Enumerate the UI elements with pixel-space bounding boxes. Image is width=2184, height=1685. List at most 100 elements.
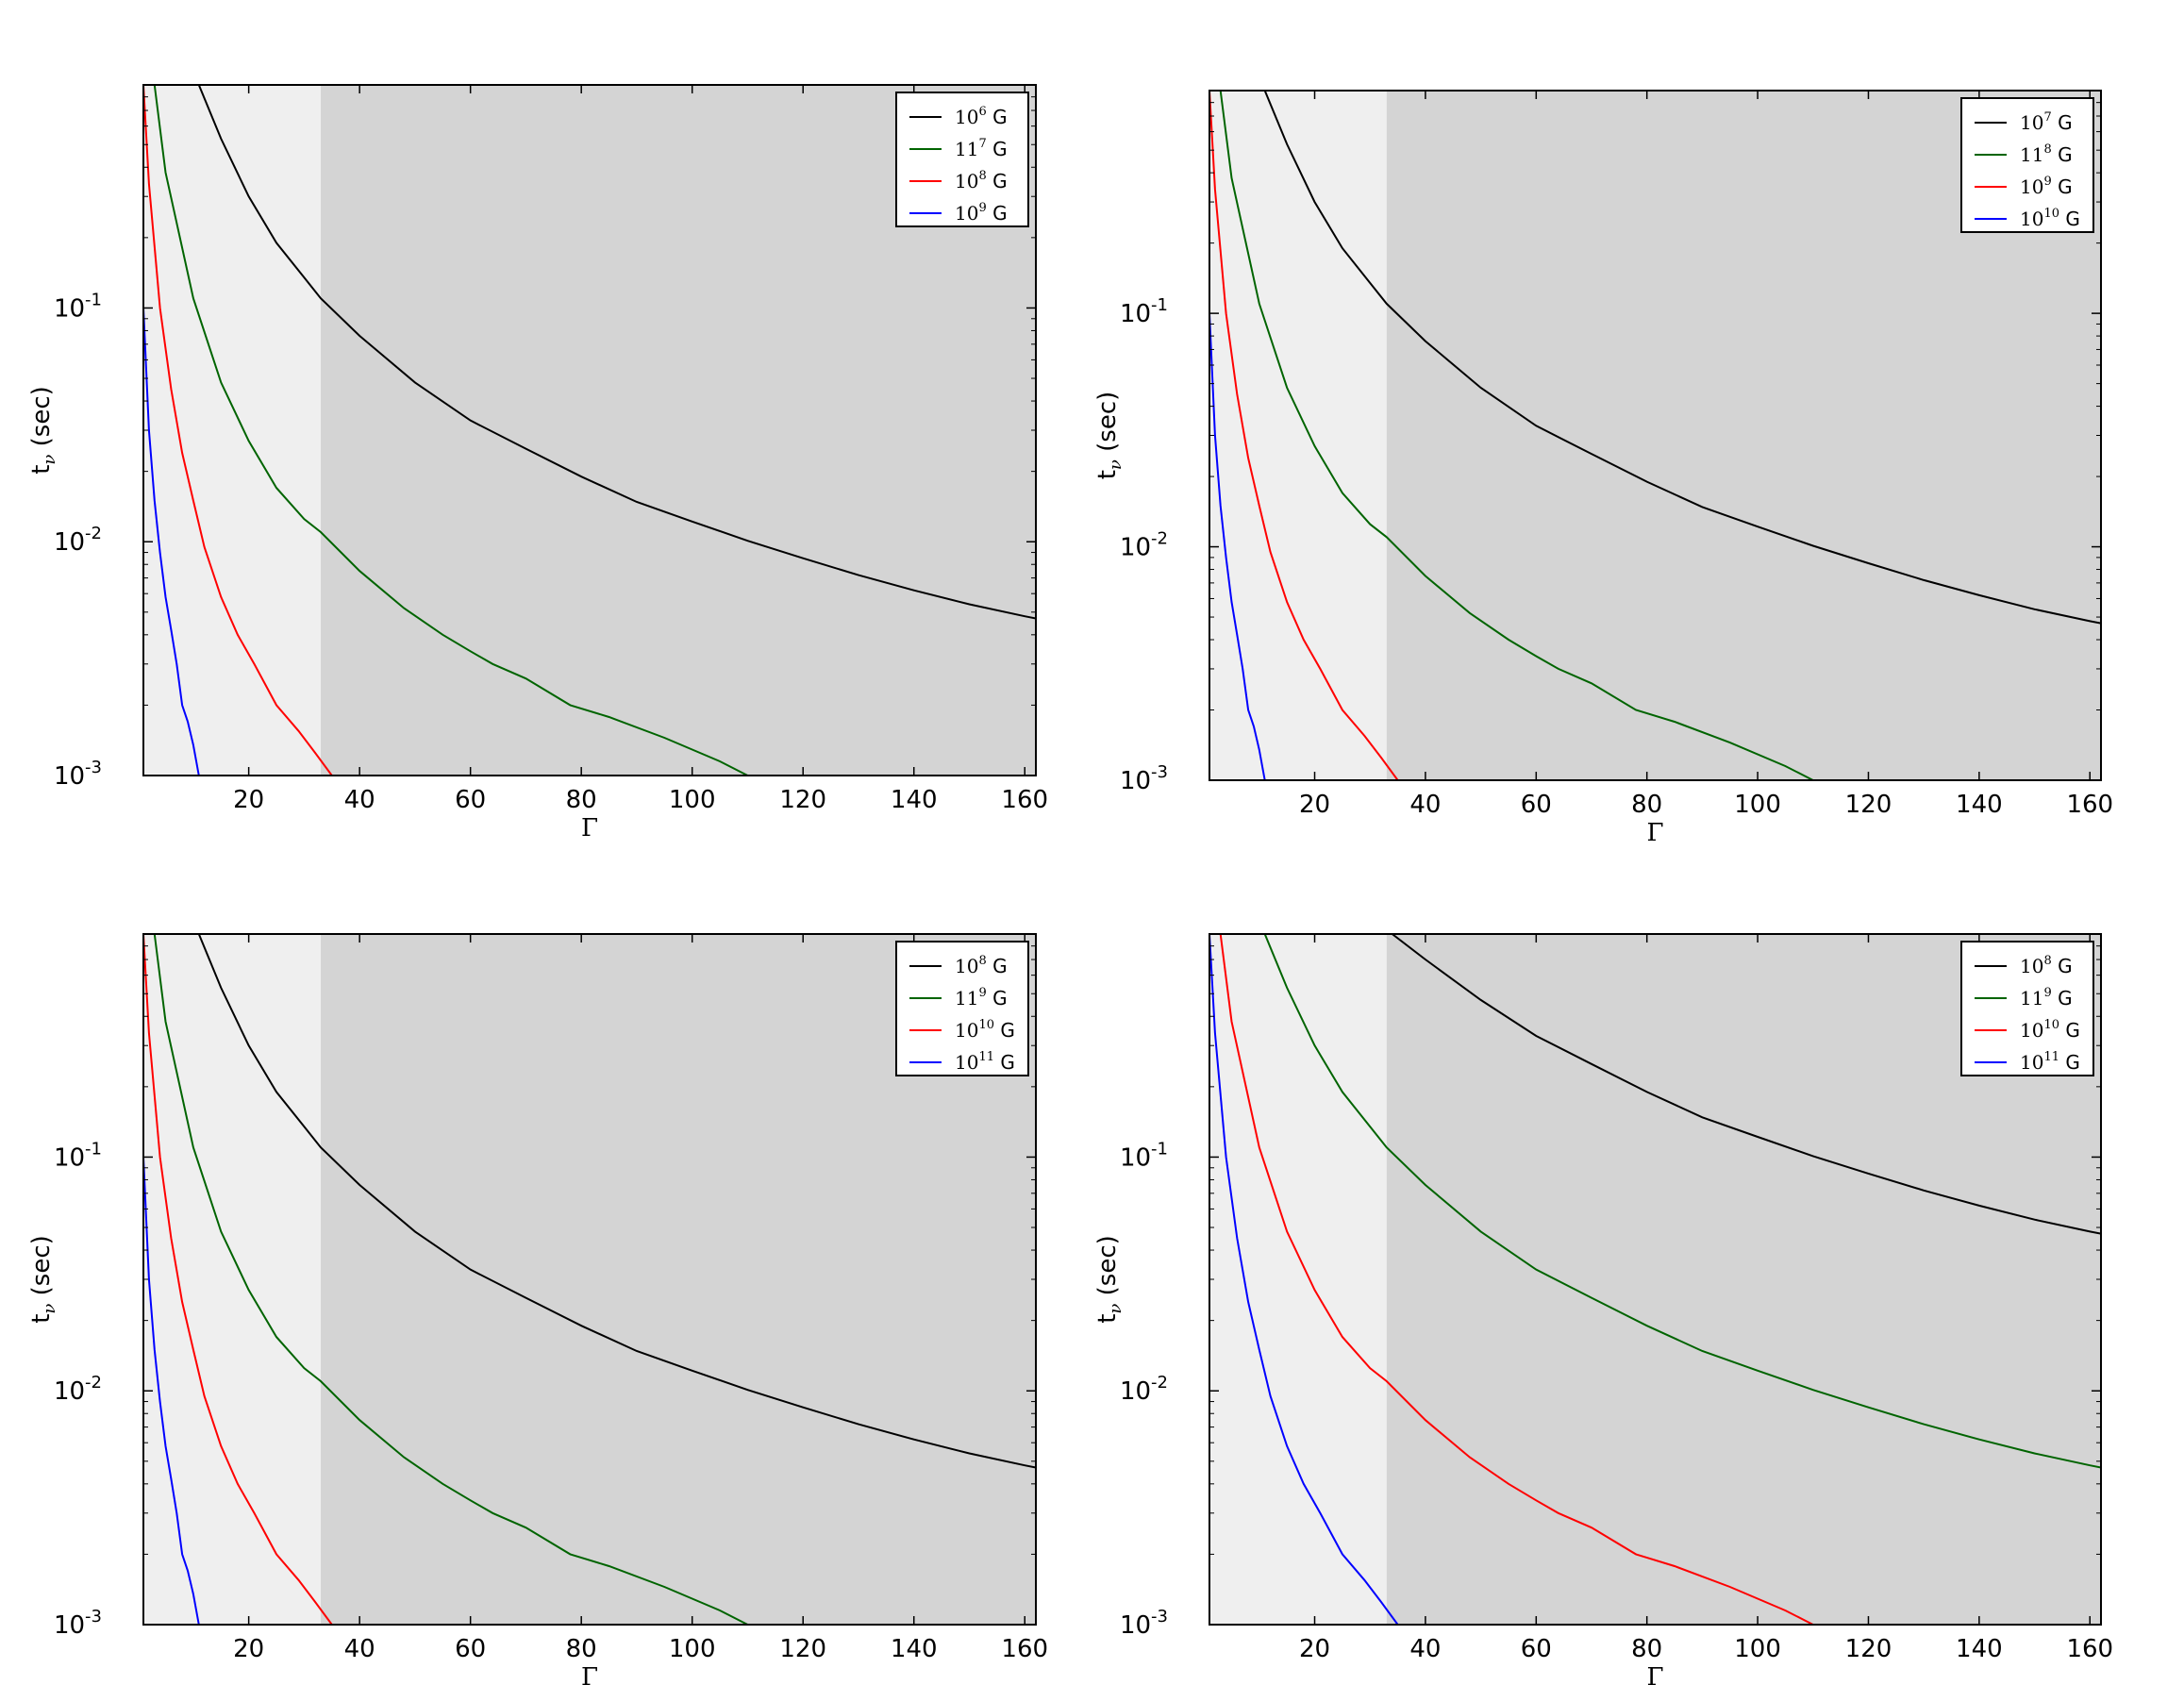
- x-tick-label: 80: [566, 786, 597, 814]
- chart-panel-3: 20 40 60 80 100 120 140 160 10-3 10-2 10-1 Γtν (sec…: [27, 933, 1048, 1685]
- x-tick-label: 20: [233, 1635, 264, 1663]
- x-tick-label: 100: [669, 1635, 716, 1663]
- legend-label-3: 1010 G: [955, 1018, 1015, 1042]
- x-tick-label: 40: [1409, 791, 1441, 819]
- series-line-3: [1219, 934, 1814, 1625]
- legend-label-1: 106 G: [955, 105, 1008, 128]
- x-tick-label: 100: [1734, 791, 1781, 819]
- chart-panel-1: 20 40 60 80 100 120 140 160 10-3 10-2 10-1 Γtν (sec…: [27, 84, 1048, 842]
- x-tick-label: 140: [891, 1635, 938, 1663]
- legend: 107 G 118 G 109 G 1010 G: [1960, 97, 2094, 233]
- y-tick-label: 10-3: [54, 758, 102, 791]
- y-axis-label: tν (sec): [1093, 392, 1125, 480]
- series-line-1: [1392, 934, 2101, 1235]
- x-tick-label: 160: [1001, 1635, 1048, 1663]
- series-line-1: [197, 934, 1036, 1469]
- legend-box: [895, 92, 1029, 227]
- x-tick-label: 40: [344, 1635, 375, 1663]
- legend-label-4: 109 G: [955, 201, 1008, 225]
- y-tick-label: 10-2: [1120, 529, 1168, 562]
- x-tick-label: 40: [344, 786, 375, 814]
- legend: 106 G 117 G 108 G 109 G: [895, 92, 1029, 227]
- legend-label-1: 108 G: [955, 954, 1008, 977]
- shaded-region-1: [143, 85, 322, 776]
- x-tick-label: 80: [566, 1635, 597, 1663]
- series-line-4: [143, 308, 200, 776]
- y-tick-label: 10-2: [54, 1373, 102, 1406]
- y-tick-label: 10-1: [54, 1139, 102, 1172]
- x-tick-label: 160: [2066, 1635, 2113, 1663]
- x-axis-label: Γ: [581, 1663, 598, 1685]
- legend-label-3: 109 G: [2020, 175, 2073, 198]
- legend-label-2: 119 G: [955, 986, 1008, 1009]
- y-axis-label: tν (sec): [27, 1235, 59, 1324]
- series-line-2: [153, 85, 748, 776]
- y-tick-label: 10-3: [54, 1607, 102, 1640]
- x-tick-label: 100: [1734, 1635, 1781, 1663]
- x-tick-label: 20: [233, 786, 264, 814]
- legend-label-2: 117 G: [955, 137, 1008, 160]
- legend-box: [1960, 97, 2094, 233]
- legend-label-2: 119 G: [2020, 986, 2073, 1009]
- x-tick-label: 100: [669, 786, 716, 814]
- y-axis-label: tν (sec): [1093, 1235, 1125, 1324]
- series-line-1: [1263, 91, 2101, 625]
- y-tick-label: 10-1: [54, 290, 102, 323]
- x-tick-label: 140: [1956, 1635, 2003, 1663]
- legend-label-3: 108 G: [955, 169, 1008, 192]
- x-tick-label: 120: [1845, 791, 1892, 819]
- legend: 108 G 119 G 1010 G 1011 G: [895, 941, 1029, 1076]
- series-line-3: [143, 85, 333, 776]
- x-tick-label: 140: [891, 786, 938, 814]
- x-tick-label: 120: [779, 786, 826, 814]
- x-tick-label: 20: [1299, 1635, 1330, 1663]
- chart-panel-2: 20 40 60 80 100 120 140 160 10-3 10-2 10-1 Γtν (sec…: [1093, 90, 2113, 847]
- x-tick-label: 60: [1521, 1635, 1552, 1663]
- x-tick-label: 20: [1299, 791, 1330, 819]
- series-line-3: [143, 934, 333, 1625]
- x-axis-label: Γ: [1646, 1663, 1663, 1685]
- series-line-4: [1209, 934, 1399, 1625]
- y-tick-label: 10-2: [1120, 1373, 1168, 1406]
- series-line-4: [143, 1157, 200, 1625]
- shaded-region-1: [1209, 91, 1387, 780]
- legend-label-4: 1011 G: [955, 1050, 1015, 1074]
- x-tick-label: 60: [455, 1635, 486, 1663]
- y-tick-label: 10-2: [54, 524, 102, 557]
- y-tick-label: 10-3: [1120, 1607, 1168, 1640]
- x-tick-label: 60: [455, 786, 486, 814]
- chart-panel-4: 20 40 60 80 100 120 140 160 10-3 10-2 10-1 Γtν (sec…: [1093, 933, 2113, 1685]
- y-tick-label: 10-3: [1120, 762, 1168, 795]
- series-line-1: [197, 85, 1036, 620]
- y-tick-label: 10-1: [1120, 1139, 1168, 1172]
- legend-box: [895, 941, 1029, 1076]
- series-line-2: [153, 934, 748, 1625]
- series-line-2: [1263, 934, 2101, 1469]
- legend-label-1: 108 G: [2020, 954, 2073, 977]
- x-tick-label: 160: [1001, 786, 1048, 814]
- x-tick-label: 60: [1521, 791, 1552, 819]
- x-tick-label: 160: [2066, 791, 2113, 819]
- x-tick-label: 120: [779, 1635, 826, 1663]
- x-tick-label: 140: [1956, 791, 2003, 819]
- legend-label-4: 1010 G: [2020, 207, 2080, 230]
- x-tick-label: 80: [1631, 791, 1662, 819]
- legend-label-1: 107 G: [2020, 110, 2073, 134]
- x-tick-label: 40: [1409, 1635, 1441, 1663]
- x-axis-label: Γ: [1646, 819, 1663, 847]
- y-tick-label: 10-1: [1120, 295, 1168, 328]
- shaded-region-1: [143, 934, 322, 1625]
- legend: 108 G 119 G 1010 G 1011 G: [1960, 941, 2094, 1076]
- x-axis-label: Γ: [581, 814, 598, 842]
- legend-label-3: 1010 G: [2020, 1018, 2080, 1042]
- legend-label-4: 1011 G: [2020, 1050, 2080, 1074]
- shaded-region-1: [1209, 934, 1387, 1625]
- series-line-2: [1219, 91, 1814, 780]
- x-tick-label: 80: [1631, 1635, 1662, 1663]
- series-line-3: [1209, 91, 1399, 780]
- series-line-4: [1209, 313, 1266, 780]
- x-tick-label: 120: [1845, 1635, 1892, 1663]
- legend-box: [1960, 941, 2094, 1076]
- y-axis-label: tν (sec): [27, 386, 59, 475]
